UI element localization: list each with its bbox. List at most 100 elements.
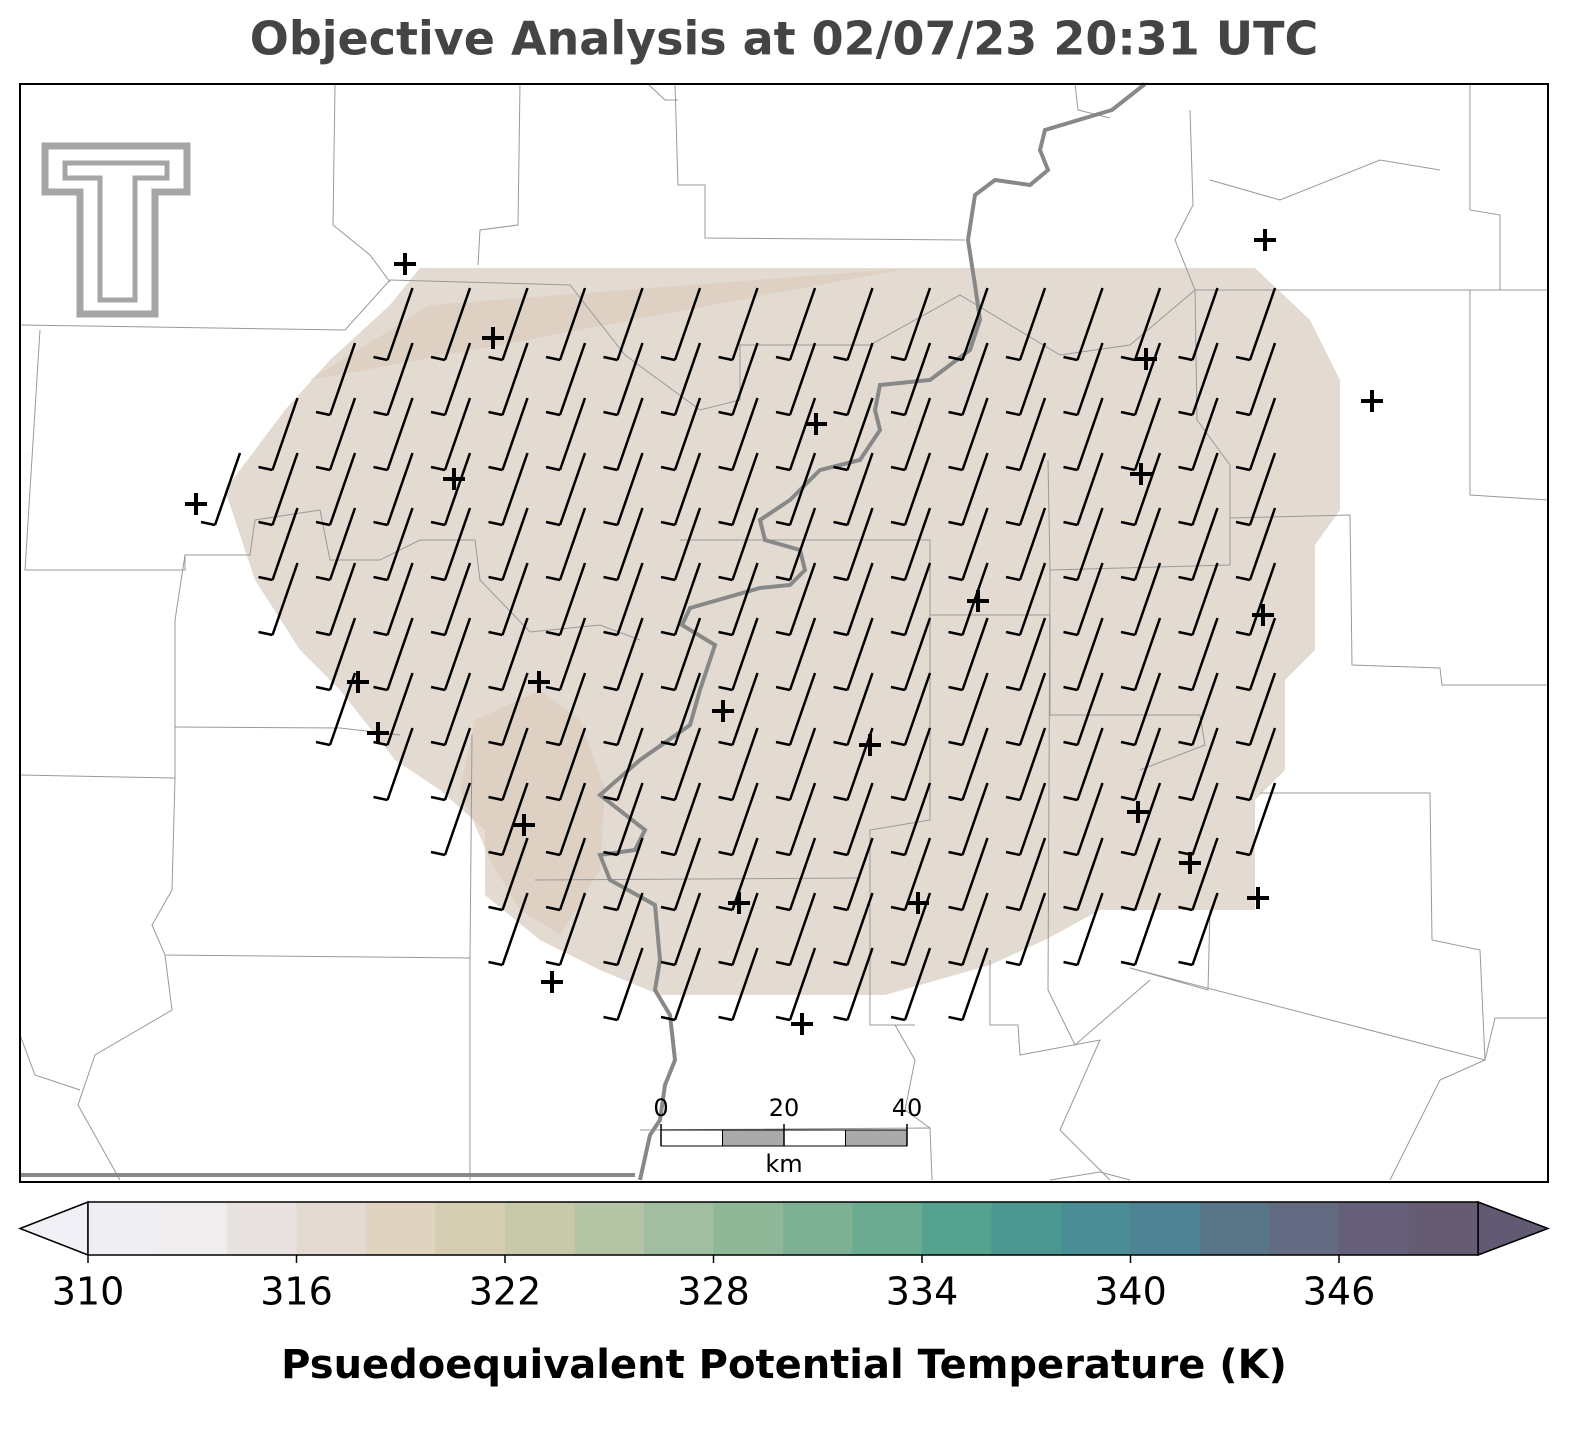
wind-barb [1005,342,1047,417]
wind-barb [545,452,587,527]
wind-barb [1120,397,1162,472]
wind-barb [1235,727,1277,802]
station-marker [907,892,929,914]
stations [185,229,1383,1035]
wind-barb [1005,672,1047,747]
county-line [894,1024,931,1129]
wind-barb [775,562,817,637]
wind-barb [1063,672,1104,747]
colorbar-bin [1130,1202,1201,1255]
wind-barb [488,452,529,527]
wind-barb [660,837,702,912]
station-marker [1254,229,1276,251]
county-line [77,954,173,1181]
wind-barb [948,342,989,417]
wind-barb [488,727,529,802]
wind-barb [1235,342,1277,417]
wind-barb [660,892,702,967]
colorbar-bin [1061,1202,1131,1255]
wind-barb [603,617,644,692]
wind-barb [545,507,587,582]
county-line [19,554,186,779]
wind-barb [1120,727,1162,802]
county-line [1047,109,1231,571]
wind-barb [488,562,529,637]
county-line [151,734,473,959]
colorbar-under [17,1200,89,1257]
wind-barb [603,727,644,802]
wind-barb [1178,507,1219,582]
wind-barb [488,287,529,362]
colorbar-bin [227,1202,297,1255]
colorbar-tick-label: 328 [677,1270,750,1314]
wind-barb [603,782,644,857]
colorbar-tick-label: 316 [260,1270,333,1314]
wind-barb [1235,782,1277,857]
scale-unit: km [765,1150,802,1178]
wind-barb [948,782,989,857]
county-line [647,83,678,101]
wind-barb [545,562,587,637]
county-line [1129,792,1486,1061]
wind-barb [373,727,414,802]
warm-patch [310,268,910,380]
colorbar-tick-label: 340 [1094,1270,1167,1314]
logo [41,142,191,318]
wind-barb [1005,617,1047,692]
wind-barb [603,452,644,527]
wind-barb [1178,342,1219,417]
wind-barb [660,947,702,1022]
wind-barb [1005,892,1047,967]
wind-barb [718,507,759,582]
wind-barb [1120,617,1162,692]
wind-barb [833,452,874,527]
wind-barb [488,782,529,857]
wind-barb [948,287,989,362]
wind-barb [315,562,357,637]
wind-barb [833,397,874,472]
county-line [930,614,1206,771]
wind-barb [1178,837,1219,912]
wind-barb [200,452,242,527]
wind-barb [1005,562,1047,637]
colorbar-bin [1408,1202,1479,1255]
wind-barb [430,782,472,857]
wind-barb [660,562,702,637]
wind-barb [775,837,817,912]
wind-barb [258,397,299,472]
county-line [1389,1059,1486,1181]
wind-barb [1005,452,1047,527]
scale-tick-label: 40 [892,1094,923,1122]
wind-barb [1005,507,1047,582]
wind-barb [430,562,472,637]
wind-barb [1235,562,1277,637]
station-marker [1135,348,1157,370]
wind-barb [1063,617,1104,692]
wind-barb [373,452,414,527]
wind-barb [1063,562,1104,637]
logo-outline [41,142,191,318]
wind-barb [660,397,702,472]
colorbar-bin [505,1202,575,1255]
colorbar-bin [991,1202,1062,1255]
colorbar-tick-label: 346 [1303,1270,1376,1314]
wind-barb [890,672,932,747]
wind-barb [775,342,817,417]
wind-barb [948,672,989,747]
station-marker [1130,463,1152,485]
scale-tick-label: 20 [769,1094,800,1122]
river [596,82,1147,1181]
station-marker [541,971,563,993]
scale-segment [783,1129,846,1147]
station-marker [1252,604,1274,626]
wind-barb [488,342,529,417]
county-line [680,539,931,1026]
wind-barb [373,342,414,417]
wind-barb [718,342,759,417]
wind-barb [603,507,644,582]
wind-barb [488,617,529,692]
colorbar-tick-label: 334 [886,1270,959,1314]
station-marker [185,493,207,515]
wind-barb [890,342,932,417]
